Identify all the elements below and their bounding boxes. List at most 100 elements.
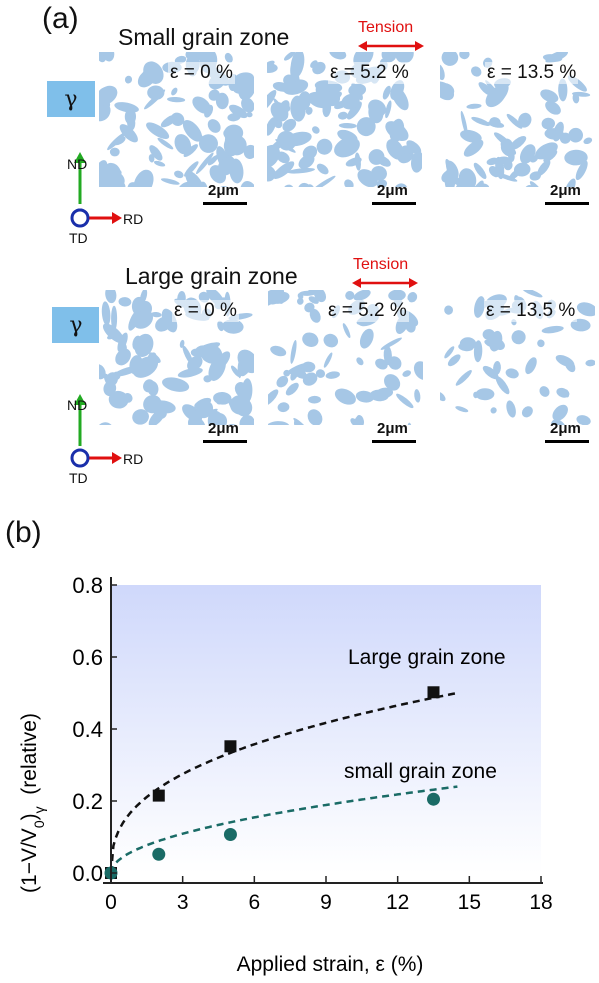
phase-grain [305, 106, 313, 115]
phase-grain [525, 357, 537, 375]
phase-grain [376, 179, 388, 187]
phase-grain [440, 391, 446, 402]
rd-label-top: RD [123, 211, 144, 227]
phase-grain [147, 352, 157, 362]
phase-grain [208, 356, 226, 381]
gamma-phase-legend-top: γ [47, 81, 95, 117]
strain-label-large-2: ε = 13.5 % [484, 300, 578, 322]
x-tick-label: 15 [458, 891, 481, 914]
phase-grain [301, 361, 316, 373]
phase-grain [192, 96, 211, 114]
phase-grain [267, 89, 277, 113]
rd-arrow-top [70, 208, 122, 228]
phase-grain [441, 52, 459, 66]
data-point-small [152, 847, 166, 861]
y-tick-label: 0.0 [72, 861, 103, 886]
phase-grain [179, 339, 185, 348]
scale-bar-large-0 [203, 440, 247, 443]
phase-grain [151, 400, 176, 414]
phase-grain [440, 424, 451, 425]
phase-grain [534, 142, 558, 160]
micrograph-large-0 [99, 290, 254, 425]
phase-grain [399, 153, 413, 163]
phase-grain [543, 149, 558, 163]
scale-label-small-0: 2μm [208, 182, 239, 199]
scale-bar-large-2 [545, 440, 589, 443]
phase-grain [471, 66, 482, 77]
phase-grain [555, 354, 575, 368]
phase-grain [556, 387, 570, 398]
phase-grain [542, 54, 563, 62]
phase-grain [187, 355, 203, 371]
phase-grain [406, 140, 422, 155]
phase-grain [359, 328, 374, 349]
phase-grain [355, 390, 374, 403]
scale-label-small-2: 2μm [550, 182, 581, 199]
phase-grain [267, 62, 278, 73]
nd-label-top: ND [67, 156, 88, 172]
phase-grain [302, 332, 319, 347]
phase-grain [267, 163, 279, 179]
phase-grain [183, 144, 198, 158]
phase-grain [489, 117, 501, 128]
phase-grain [282, 118, 297, 132]
data-point-large [427, 686, 440, 699]
scale-bar-small-0 [203, 202, 247, 205]
scale-bar-large-1 [372, 440, 416, 443]
gamma-symbol: γ [69, 312, 83, 338]
phase-grain [167, 96, 186, 103]
phase-grain [299, 290, 317, 296]
phase-grain [402, 370, 411, 377]
phase-grain [290, 365, 300, 381]
phase-grain [474, 296, 485, 318]
rd-arrow-bottom [70, 448, 122, 468]
phase-grain [414, 389, 421, 403]
y-axis-title: (1−V/V0)γ (relative) [18, 713, 47, 893]
phase-grain [316, 138, 333, 155]
phase-grain [334, 137, 360, 158]
phase-grain [506, 400, 516, 418]
phase-grain [529, 171, 542, 181]
phase-grain [134, 333, 154, 357]
phase-grain [500, 142, 514, 157]
data-point-small [427, 792, 440, 806]
phase-grain [447, 354, 461, 367]
phase-grain [111, 305, 118, 332]
scale-bar-small-1 [372, 202, 416, 205]
phase-grain [382, 85, 391, 100]
phase-grain [103, 52, 115, 62]
phase-grain [143, 61, 164, 84]
phase-grain [541, 117, 555, 130]
phase-grain [383, 345, 392, 366]
phase-grain [230, 365, 241, 378]
phase-grain [506, 113, 523, 129]
phase-grain [541, 325, 564, 334]
phase-grain [540, 89, 559, 103]
tension-arrow-bottom [352, 278, 418, 288]
phase-grain [124, 108, 137, 125]
x-tick-label: 12 [386, 891, 409, 914]
fit-curve-1 [109, 785, 458, 874]
phase-grain [353, 290, 371, 301]
phase-grain [511, 330, 526, 345]
phase-grain [177, 367, 203, 378]
phase-grain [576, 302, 595, 317]
phase-grain [284, 131, 312, 147]
phase-grain [283, 52, 296, 61]
phase-grain [99, 167, 114, 187]
phase-grain [276, 375, 289, 388]
scale-bar-small-2 [545, 202, 589, 205]
large-grain-zone-title: Large grain zone [125, 263, 298, 289]
phase-grain [159, 424, 176, 425]
phase-grain [521, 406, 533, 418]
phase-grain [444, 305, 454, 315]
phase-grain [171, 87, 178, 96]
phase-grain [316, 163, 329, 175]
phase-grain [551, 419, 567, 425]
phase-grain [323, 352, 333, 368]
phase-grain [503, 159, 513, 171]
phase-grain [558, 85, 566, 95]
phase-grain [281, 103, 291, 112]
phase-grain [563, 178, 576, 187]
phase-grain [268, 421, 290, 425]
